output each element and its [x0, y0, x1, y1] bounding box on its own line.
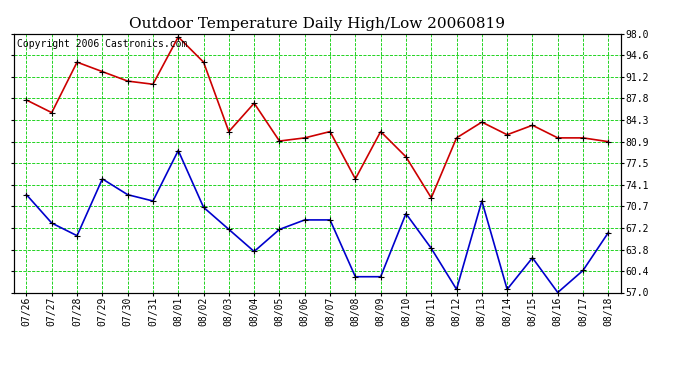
Title: Outdoor Temperature Daily High/Low 20060819: Outdoor Temperature Daily High/Low 20060… [130, 17, 505, 31]
Text: Copyright 2006 Castronics.com: Copyright 2006 Castronics.com [17, 39, 187, 49]
